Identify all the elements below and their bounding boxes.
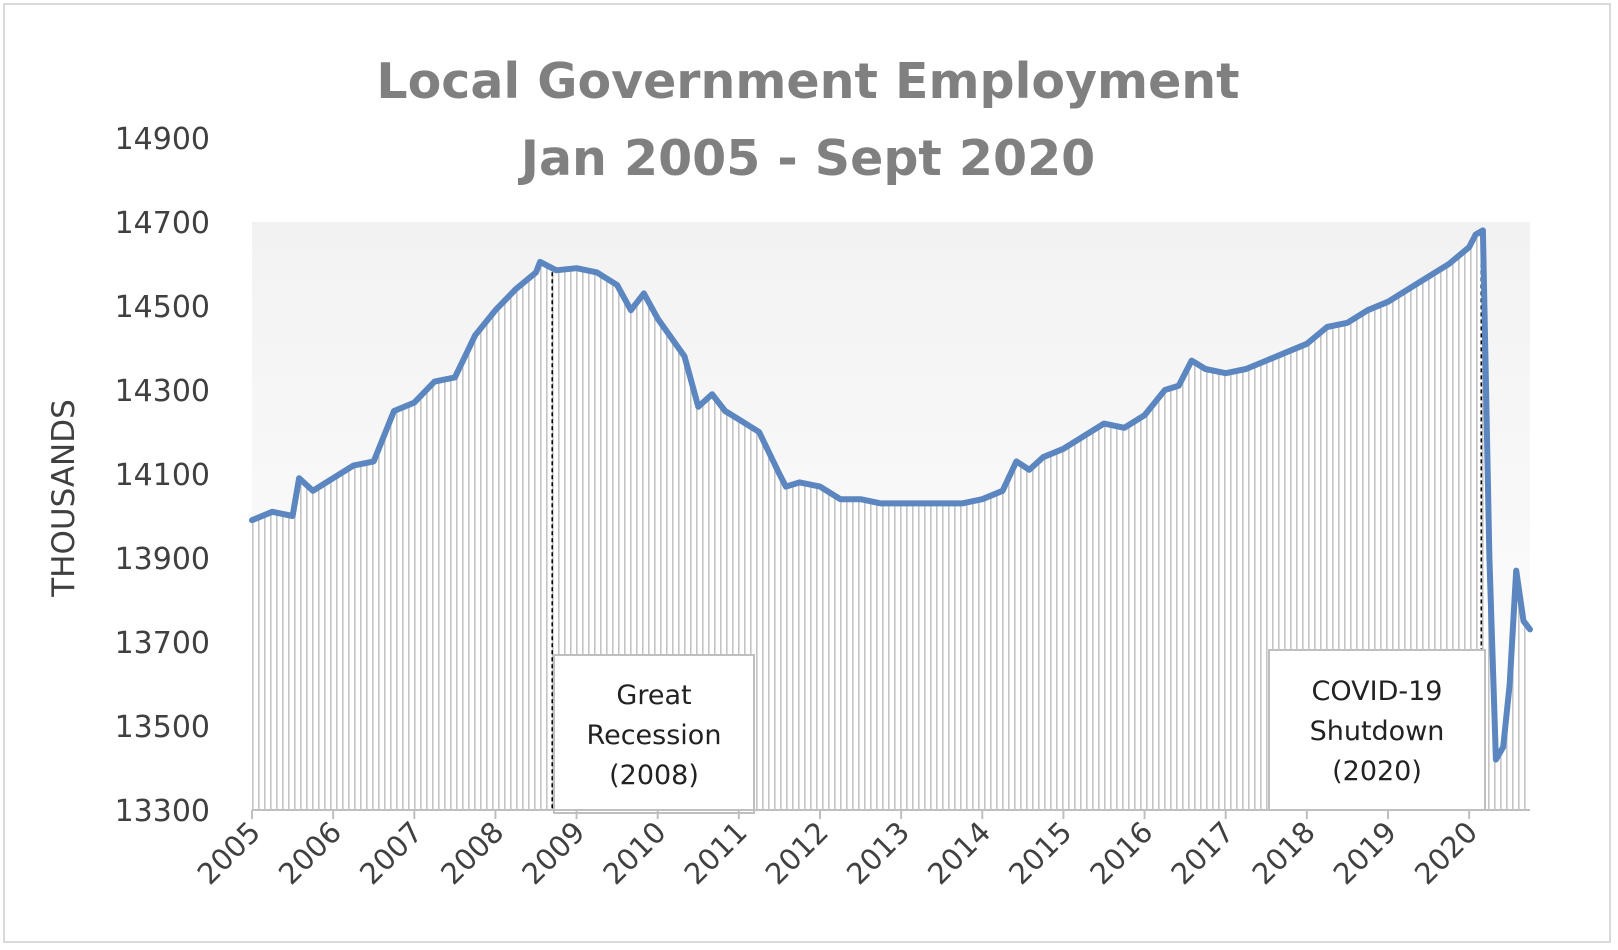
annotation-label: Shutdown xyxy=(1310,716,1445,747)
annotation-label: (2020) xyxy=(1332,756,1422,787)
x-tick-label: 2020 xyxy=(1408,815,1484,891)
y-tick-label: 13900 xyxy=(115,542,210,577)
y-tick-label: 13700 xyxy=(115,626,210,661)
x-tick-label: 2019 xyxy=(1327,815,1403,891)
annotation-box xyxy=(553,654,755,814)
y-tick-label: 14500 xyxy=(115,290,210,325)
chart-title: Local Government Employment xyxy=(376,53,1239,110)
x-tick-label: 2008 xyxy=(434,815,510,891)
annotation-label: Recession xyxy=(587,720,722,751)
annotation-label: Great xyxy=(616,680,691,711)
chart-subtitle: Jan 2005 - Sept 2020 xyxy=(518,130,1096,187)
x-tick-label: 2017 xyxy=(1164,815,1240,891)
series-line xyxy=(249,227,1533,763)
y-tick-label: 14900 xyxy=(115,122,210,157)
x-tick-label: 2014 xyxy=(921,815,997,891)
x-tick-label: 2009 xyxy=(515,815,591,891)
x-tick-label: 2010 xyxy=(596,815,672,891)
x-tick-label: 2015 xyxy=(1002,815,1078,891)
annotation-box xyxy=(1268,649,1486,811)
y-tick-label: 13500 xyxy=(115,710,210,745)
y-axis-label: THOUSANDS xyxy=(46,399,82,598)
y-tick-label: 14100 xyxy=(115,458,210,493)
x-tick-label: 2013 xyxy=(840,815,916,891)
annotation-label: (2008) xyxy=(609,760,699,791)
y-tick-label: 13300 xyxy=(115,794,210,829)
x-tick-label: 2011 xyxy=(678,815,754,891)
x-tick-label: 2006 xyxy=(272,815,348,891)
x-tick-label: 2016 xyxy=(1083,815,1159,891)
x-tick-label: 2012 xyxy=(759,815,835,891)
y-tick-label: 14700 xyxy=(115,206,210,241)
y-tick-label: 14300 xyxy=(115,374,210,409)
annotation-label: COVID-19 xyxy=(1312,676,1443,707)
x-tick-label: 2018 xyxy=(1246,815,1322,891)
x-tick-label: 2007 xyxy=(353,815,429,891)
